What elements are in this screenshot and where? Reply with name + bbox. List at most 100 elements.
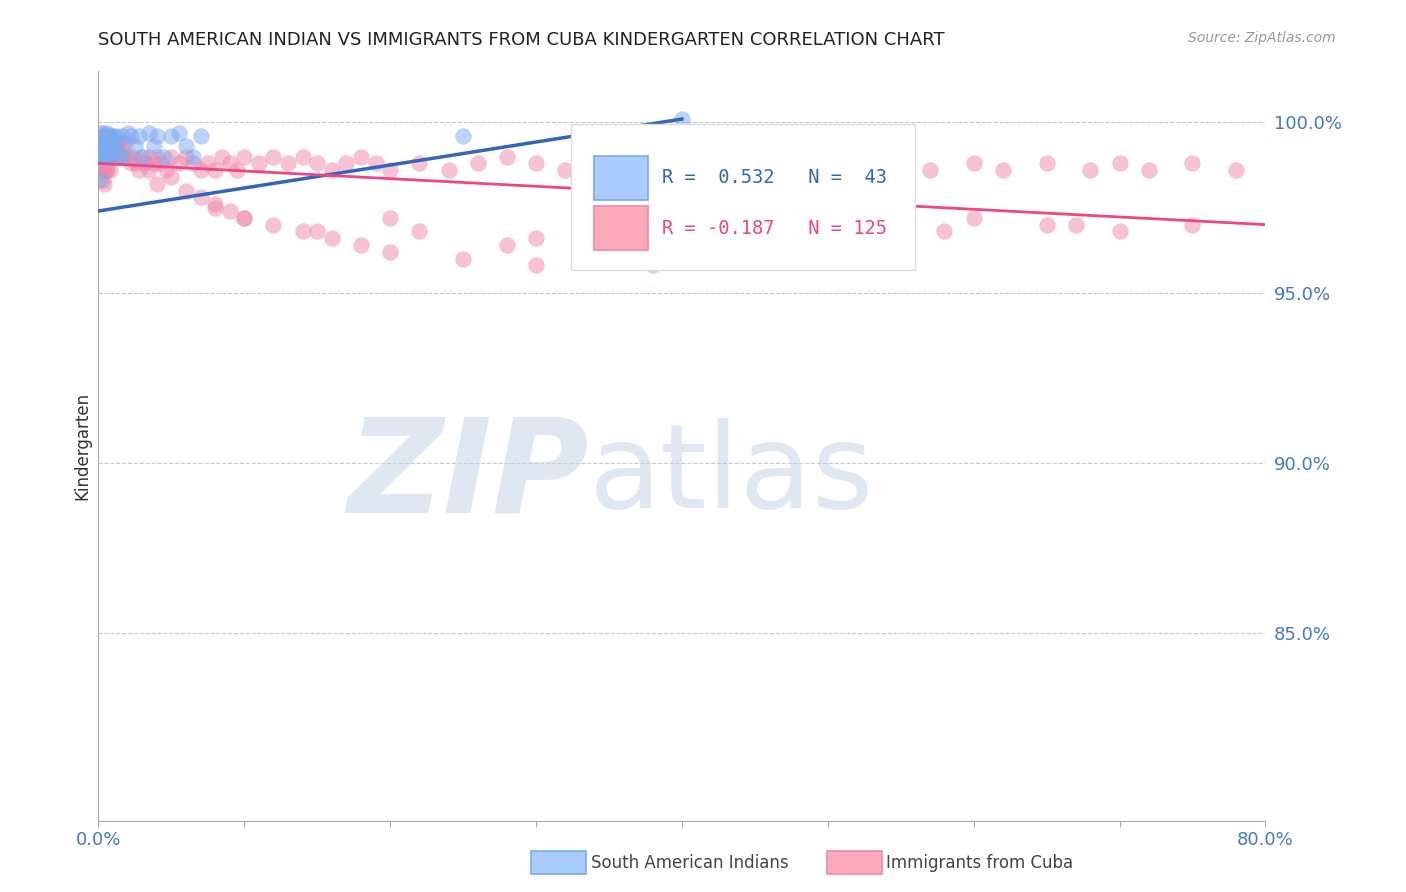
Point [307,224,329,238]
Point [277,156,299,170]
Point [91,149,114,163]
Point [93,149,115,163]
Point [991,163,1014,178]
Point [197,156,219,170]
Point [96,139,118,153]
Point [451,129,474,144]
Point [142,156,165,170]
Point [97,149,120,163]
Point [190,129,212,144]
Point [307,156,329,170]
Point [174,149,197,163]
Point [112,149,135,163]
Point [146,177,169,191]
Point [190,190,212,204]
Point [90,160,112,174]
Point [101,139,124,153]
Point [1225,163,1247,178]
Point [160,129,183,144]
Point [174,139,197,153]
Point [110,149,132,163]
Point [744,156,766,170]
Point [124,139,146,153]
Point [93,129,115,144]
Point [451,252,474,266]
Text: ZIP: ZIP [347,412,589,540]
Point [218,156,240,170]
Point [91,126,114,140]
Point [96,136,118,150]
Point [98,149,121,163]
Point [641,259,664,273]
Point [104,129,127,144]
Point [890,218,912,232]
Point [380,211,402,225]
Point [93,139,115,153]
Point [641,163,664,178]
Point [138,126,160,140]
Point [98,136,121,150]
Text: South American Indians: South American Indians [591,854,789,871]
Point [437,163,460,178]
Point [89,149,111,163]
Point [700,163,723,178]
Point [335,156,357,170]
Point [90,126,112,140]
Point [524,156,547,170]
Point [96,126,118,140]
Point [291,224,314,238]
Point [94,139,117,153]
Point [190,163,212,178]
Text: R = -0.187   N = 125: R = -0.187 N = 125 [662,219,887,238]
Point [128,163,150,178]
Point [204,197,226,211]
FancyBboxPatch shape [595,206,648,251]
Point [181,156,204,170]
Text: atlas: atlas [589,418,875,533]
FancyBboxPatch shape [571,124,915,270]
Point [94,149,117,163]
Point [117,149,139,163]
Point [167,126,190,140]
Point [146,129,169,144]
Point [98,163,121,178]
Point [120,156,142,170]
Text: SOUTH AMERICAN INDIAN VS IMMIGRANTS FROM CUBA KINDERGARTEN CORRELATION CHART: SOUTH AMERICAN INDIAN VS IMMIGRANTS FROM… [98,31,945,49]
Point [131,149,153,163]
Point [211,149,233,163]
Point [97,136,120,150]
Point [89,136,111,150]
Point [101,129,124,144]
Point [218,204,240,219]
Point [846,163,869,178]
Point [408,156,430,170]
Point [98,139,121,153]
Point [226,163,249,178]
Point [112,149,135,163]
Point [111,129,134,144]
Point [291,149,314,163]
Point [380,244,402,259]
Point [131,149,153,163]
Point [91,160,114,174]
Point [108,136,131,150]
Point [96,163,118,178]
Point [350,149,373,163]
Point [103,136,125,150]
Point [962,211,984,225]
Point [142,139,165,153]
Point [153,149,176,163]
Point [174,184,197,198]
Point [101,136,124,150]
Point [89,149,111,163]
Point [93,136,115,150]
Point [138,149,160,163]
Point [111,136,134,150]
Point [155,163,177,178]
Point [93,149,115,163]
Point [744,211,766,225]
Point [598,244,620,259]
Point [1181,218,1204,232]
Point [934,224,956,238]
Text: Immigrants from Cuba: Immigrants from Cuba [886,854,1073,871]
